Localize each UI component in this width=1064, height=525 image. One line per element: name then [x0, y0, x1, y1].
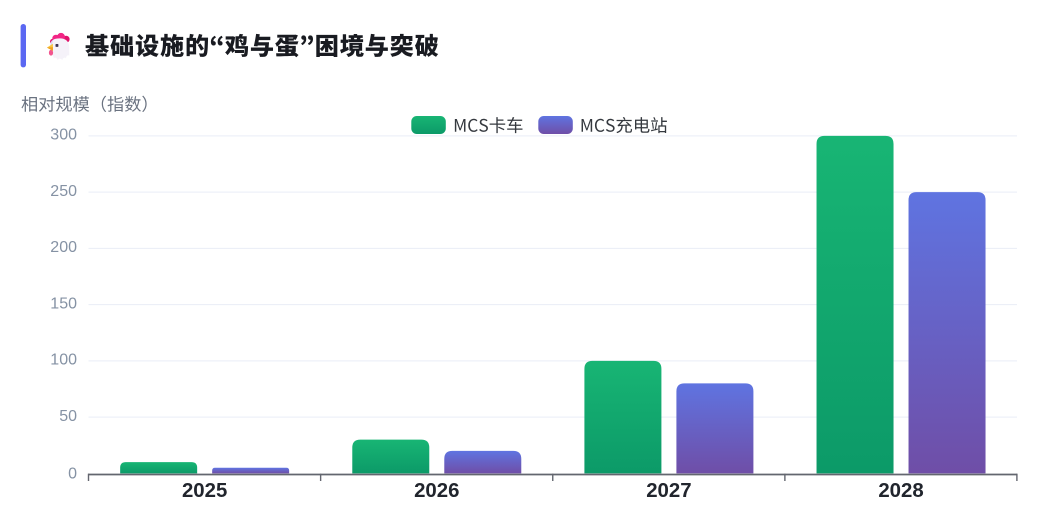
svg-text:2028: 2028 — [878, 480, 923, 502]
svg-text:2027: 2027 — [646, 480, 691, 502]
svg-text:100: 100 — [50, 352, 77, 369]
svg-text:2025: 2025 — [182, 480, 227, 502]
svg-text:200: 200 — [50, 239, 77, 256]
svg-text:50: 50 — [59, 408, 77, 425]
svg-text:150: 150 — [50, 295, 77, 312]
svg-text:2026: 2026 — [414, 480, 459, 502]
svg-text:0: 0 — [68, 465, 77, 482]
svg-text:300: 300 — [50, 127, 77, 144]
svg-text:250: 250 — [50, 183, 77, 200]
